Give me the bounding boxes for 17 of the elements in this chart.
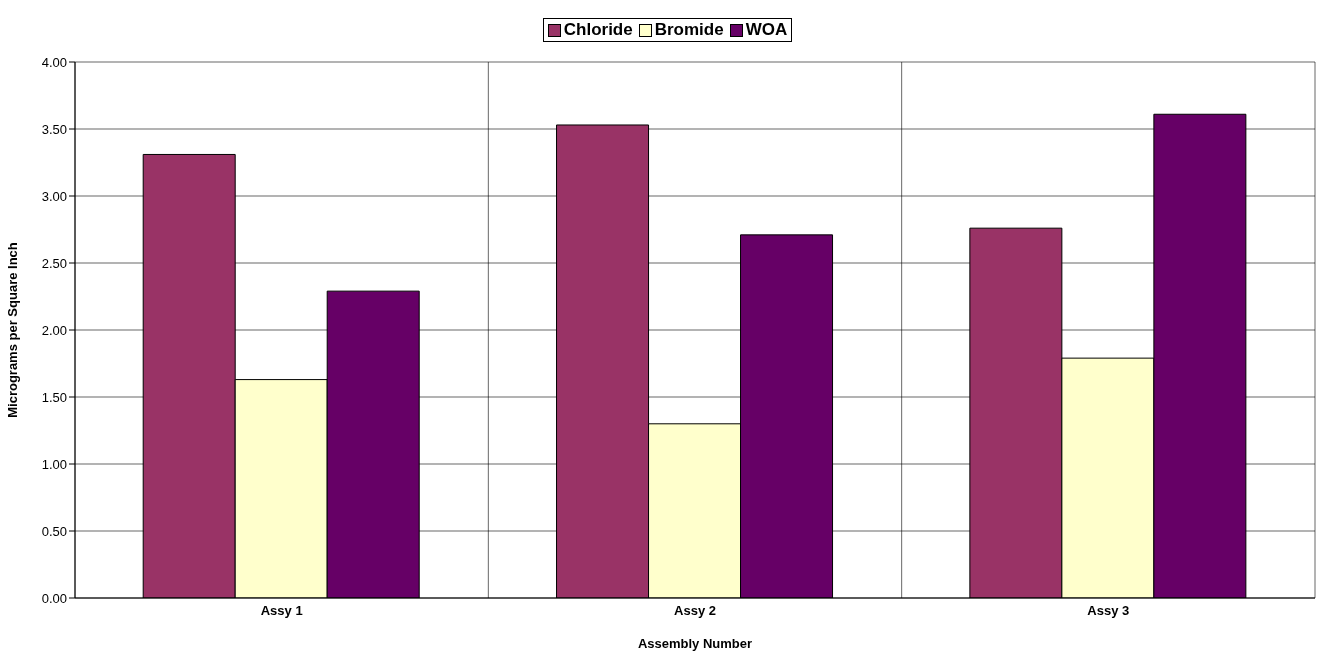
legend-label: WOA xyxy=(744,20,788,40)
x-axis-title: Assembly Number xyxy=(637,636,753,651)
y-tick-label: 1.50 xyxy=(41,389,67,405)
y-tick-label: 2.00 xyxy=(41,322,67,338)
x-tick-label: Assy 3 xyxy=(1087,603,1130,619)
legend-label: Bromide xyxy=(653,20,724,40)
y-tick-label: 4.00 xyxy=(41,54,67,70)
legend-label: Chloride xyxy=(562,20,633,40)
y-tick-label: 0.50 xyxy=(41,523,67,539)
y-tick-label: 3.50 xyxy=(41,121,67,137)
y-tick-label: 2.50 xyxy=(41,255,67,271)
x-tick-label: Assy 1 xyxy=(260,603,303,619)
y-tick-label: 3.00 xyxy=(41,188,67,204)
y-tick-label: 1.00 xyxy=(41,456,67,472)
x-tick-label: Assy 2 xyxy=(674,603,716,619)
y-axis-title: Micrograms per Square Inch xyxy=(4,242,20,418)
y-tick-label: 0.00 xyxy=(41,590,67,606)
